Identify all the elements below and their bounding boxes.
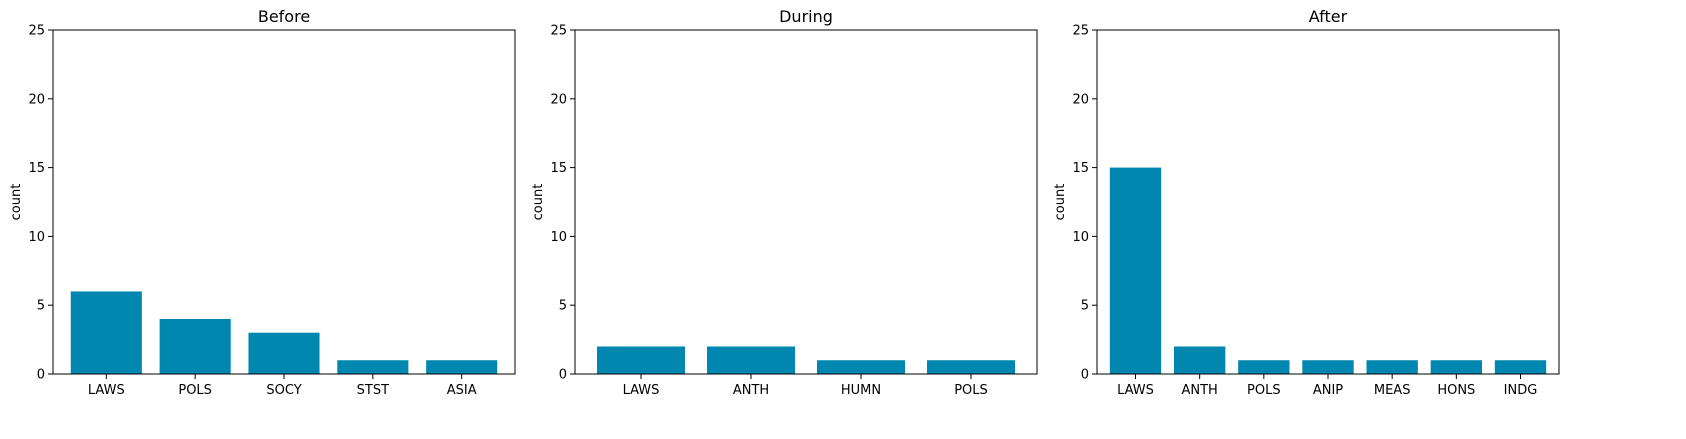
bar-anth bbox=[707, 346, 795, 374]
x-tick-label: MEAS bbox=[1374, 383, 1411, 398]
bar-laws bbox=[1109, 167, 1162, 374]
bar-hons bbox=[1430, 360, 1482, 374]
plot-border bbox=[1096, 29, 1560, 375]
y-axis-label: count bbox=[9, 184, 24, 221]
y-tick-label: 15 bbox=[550, 161, 567, 176]
x-tick-label: ANIP bbox=[1313, 383, 1343, 398]
y-tick-label: 20 bbox=[1072, 92, 1089, 107]
bar-pols bbox=[927, 360, 1015, 374]
bar-anip bbox=[1302, 360, 1354, 374]
y-axis-label: count bbox=[1053, 184, 1068, 221]
bar-stst bbox=[337, 360, 409, 374]
bar-pols bbox=[1238, 360, 1290, 374]
y-axis-label: count bbox=[531, 184, 546, 221]
bar-meas bbox=[1366, 360, 1418, 374]
bar-laws bbox=[597, 346, 685, 374]
y-tick-label: 15 bbox=[1072, 161, 1089, 176]
y-tick-label: 25 bbox=[28, 24, 45, 39]
y-tick-label: 15 bbox=[28, 161, 45, 176]
y-tick-label: 0 bbox=[1081, 368, 1089, 383]
x-tick-label: LAWS bbox=[623, 383, 660, 398]
x-tick-label: ASIA bbox=[447, 383, 477, 398]
y-tick-label: 25 bbox=[1072, 24, 1089, 39]
x-tick-label: ANTH bbox=[1181, 383, 1217, 398]
x-tick-label: POLS bbox=[1247, 383, 1281, 398]
x-tick-label: POLS bbox=[178, 383, 212, 398]
x-tick-label: STST bbox=[357, 383, 389, 398]
x-tick-label: HUMN bbox=[841, 383, 881, 398]
x-tick-label: SOCY bbox=[266, 383, 301, 398]
bar-socy bbox=[248, 332, 320, 374]
bar-indg bbox=[1494, 360, 1547, 374]
bar-pols bbox=[159, 318, 231, 374]
y-tick-label: 0 bbox=[37, 368, 45, 383]
bar-humn bbox=[817, 360, 905, 374]
y-tick-label: 20 bbox=[550, 92, 567, 107]
x-tick-label: HONS bbox=[1437, 383, 1475, 398]
bar-asia bbox=[426, 360, 498, 374]
plot-frame bbox=[574, 29, 1038, 375]
plot-border bbox=[52, 29, 516, 375]
plot-frame bbox=[1096, 29, 1560, 375]
y-tick-label: 20 bbox=[28, 92, 45, 107]
bar-anth bbox=[1174, 346, 1226, 374]
x-tick-label: LAWS bbox=[88, 383, 125, 398]
chart-title: After bbox=[1309, 7, 1348, 26]
x-tick-label: ANTH bbox=[733, 383, 769, 398]
y-tick-label: 25 bbox=[550, 24, 567, 39]
chart-title: During bbox=[779, 7, 833, 26]
bar-laws bbox=[70, 291, 142, 374]
x-tick-label: INDG bbox=[1504, 383, 1538, 398]
chart-title: Before bbox=[258, 7, 310, 26]
y-tick-label: 5 bbox=[37, 299, 45, 314]
y-tick-label: 5 bbox=[559, 299, 567, 314]
y-tick-label: 0 bbox=[559, 368, 567, 383]
plot-border bbox=[574, 29, 1038, 375]
x-tick-label: POLS bbox=[954, 383, 988, 398]
y-tick-label: 5 bbox=[1081, 299, 1089, 314]
y-tick-label: 10 bbox=[1072, 230, 1089, 245]
x-tick-label: LAWS bbox=[1117, 383, 1154, 398]
y-tick-label: 10 bbox=[28, 230, 45, 245]
y-tick-label: 10 bbox=[550, 230, 567, 245]
